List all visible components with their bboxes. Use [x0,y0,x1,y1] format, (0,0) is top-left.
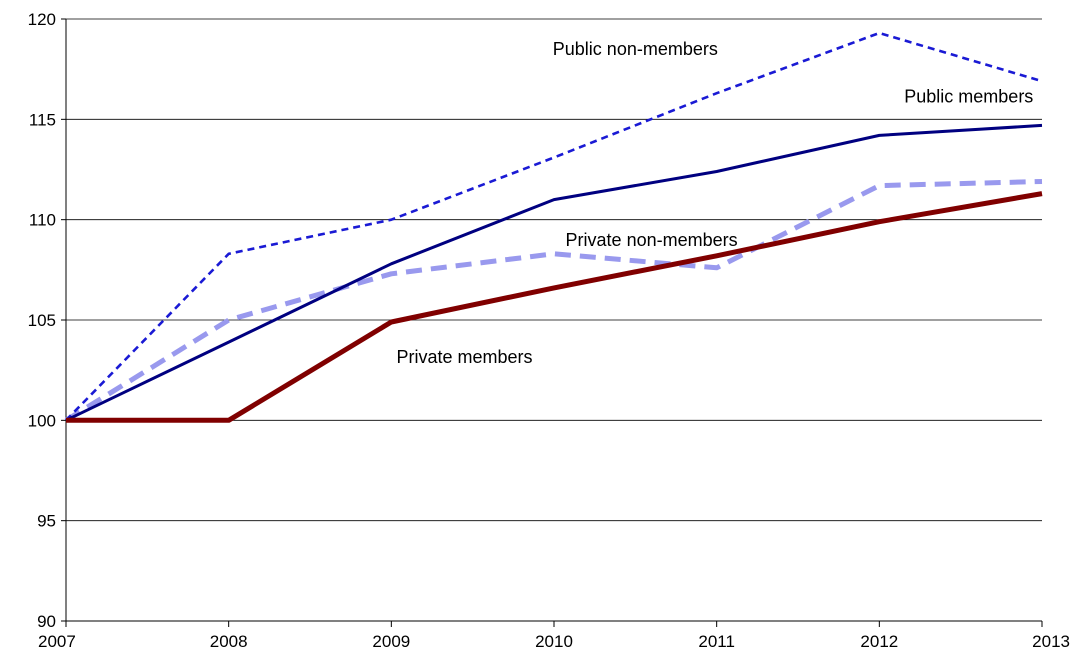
y-tick-label: 110 [29,211,56,230]
series-line-public-members [65,123,1043,422]
series-label: Private members [397,347,533,367]
y-axis-tick-labels: 90 95 100 105 110 115 120 [28,10,56,631]
y-tick-label: 105 [28,311,56,330]
series-label: Public members [904,86,1033,106]
series-line-public-non-members [65,31,1043,422]
axes [61,18,1043,627]
x-tick-label: 2009 [372,632,410,651]
y-tick-label: 100 [28,411,56,430]
series-lines [64,31,1043,423]
y-tick-label: 120 [28,10,56,29]
series-label: Private non-members [566,230,738,250]
y-tick-label: 115 [29,110,56,129]
series-line-private-members [66,191,1043,423]
x-tick-label: 2010 [535,632,573,651]
series-label: Public non-members [553,39,718,59]
series-labels: Public non-members Public members Private … [397,39,1034,367]
x-tick-label: 2012 [860,632,898,651]
y-tick-label: 95 [37,512,56,531]
x-tick-label: 2011 [698,632,735,651]
x-tick-label: 2008 [210,632,248,651]
y-tick-label: 90 [37,612,56,631]
x-axis-tick-labels: 2007 2008 2009 2010 2011 2012 2013 [38,632,1070,651]
x-tick-label: 2013 [1032,632,1070,651]
x-tick-label: 2007 [38,632,76,651]
